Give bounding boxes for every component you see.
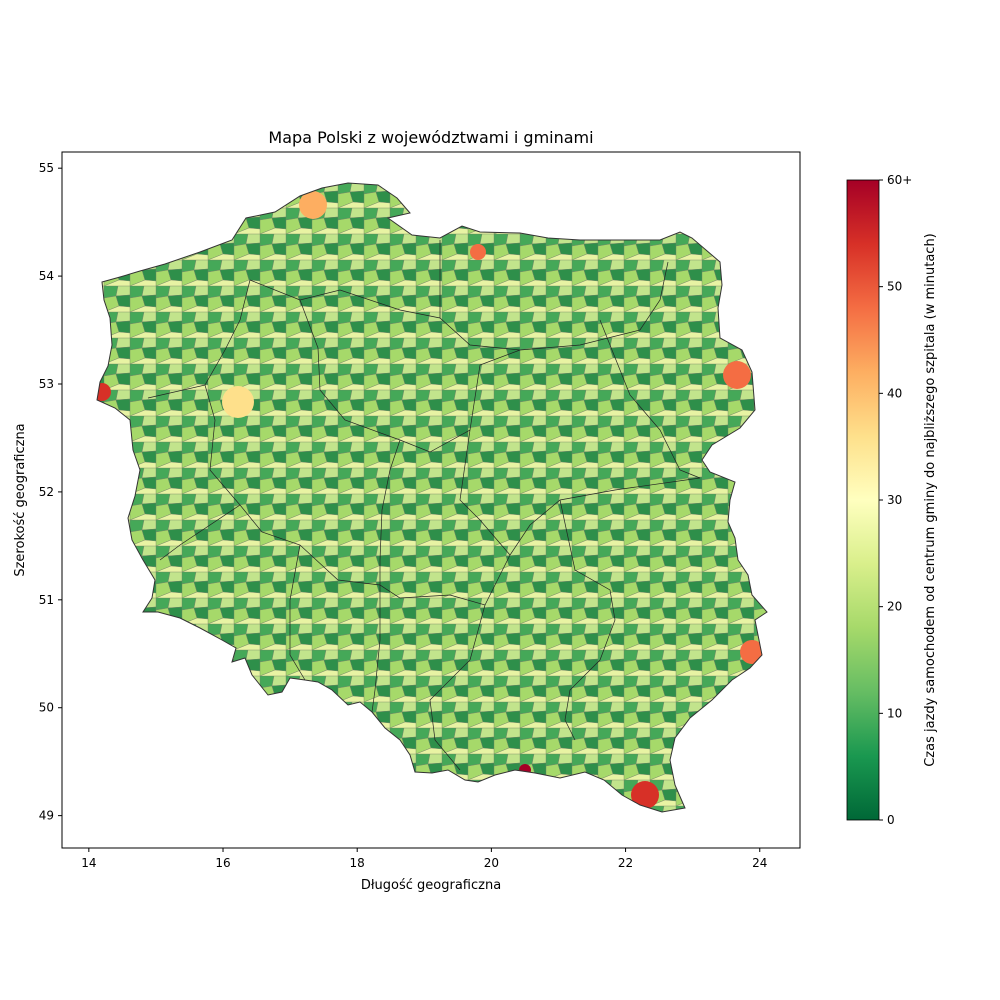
x-tick-label: 18 — [350, 856, 365, 870]
chart-title: Mapa Polski z województwami i gminami — [268, 128, 593, 147]
x-ticks: 14 16 18 20 22 24 — [81, 848, 767, 870]
y-axis-label: Szerokość geograficzna — [13, 423, 28, 576]
x-tick-label: 14 — [81, 856, 96, 870]
x-tick-label: 22 — [618, 856, 633, 870]
region-west-border — [97, 383, 111, 401]
region-northeast — [723, 361, 751, 389]
voivodeship-borders — [147, 240, 701, 771]
region-west-central — [222, 386, 254, 418]
region-coast — [299, 191, 327, 219]
colorbar-tick-label: 0 — [887, 813, 895, 827]
colorbar-tick-label: 10 — [887, 706, 902, 720]
colorbar-bar — [846, 179, 880, 821]
y-tick-label: 52 — [39, 485, 54, 499]
y-ticks: 49 50 51 52 53 54 55 — [39, 161, 62, 823]
y-tick-label: 55 — [39, 161, 54, 175]
region-southeast — [631, 781, 659, 809]
x-tick-label: 20 — [484, 856, 499, 870]
colorbar-tick-label: 30 — [887, 493, 902, 507]
y-tick-label: 53 — [39, 377, 54, 391]
x-axis-label: Długość geograficzna — [361, 878, 501, 893]
colorbar-tick-label: 40 — [887, 386, 902, 400]
poland-map — [96, 182, 768, 813]
axes-frame — [61, 151, 801, 849]
y-tick-label: 51 — [39, 593, 54, 607]
colorbar-label: Czas jazdy samochodem od centrum gminy d… — [923, 233, 938, 767]
region-tatra — [519, 764, 531, 776]
colorbar-tick-label: 20 — [887, 600, 902, 614]
colorbar-tick-label: 50 — [887, 280, 902, 294]
x-tick-label: 24 — [752, 856, 767, 870]
colorbar-tick-label: 60+ — [887, 173, 912, 187]
region-east — [740, 640, 764, 664]
colorbar-ticks: 0 10 20 30 40 50 60+ — [879, 173, 912, 827]
high-time-regions — [97, 191, 764, 809]
y-tick-label: 54 — [39, 269, 54, 283]
y-tick-label: 50 — [39, 701, 54, 715]
y-tick-label: 49 — [39, 809, 54, 823]
gmina-choropleth — [97, 183, 767, 812]
region-central-east — [470, 244, 486, 260]
colorbar: 0 10 20 30 40 50 60+ Czas jazdy samochodem od … — [846, 173, 938, 827]
x-tick-label: 16 — [215, 856, 230, 870]
